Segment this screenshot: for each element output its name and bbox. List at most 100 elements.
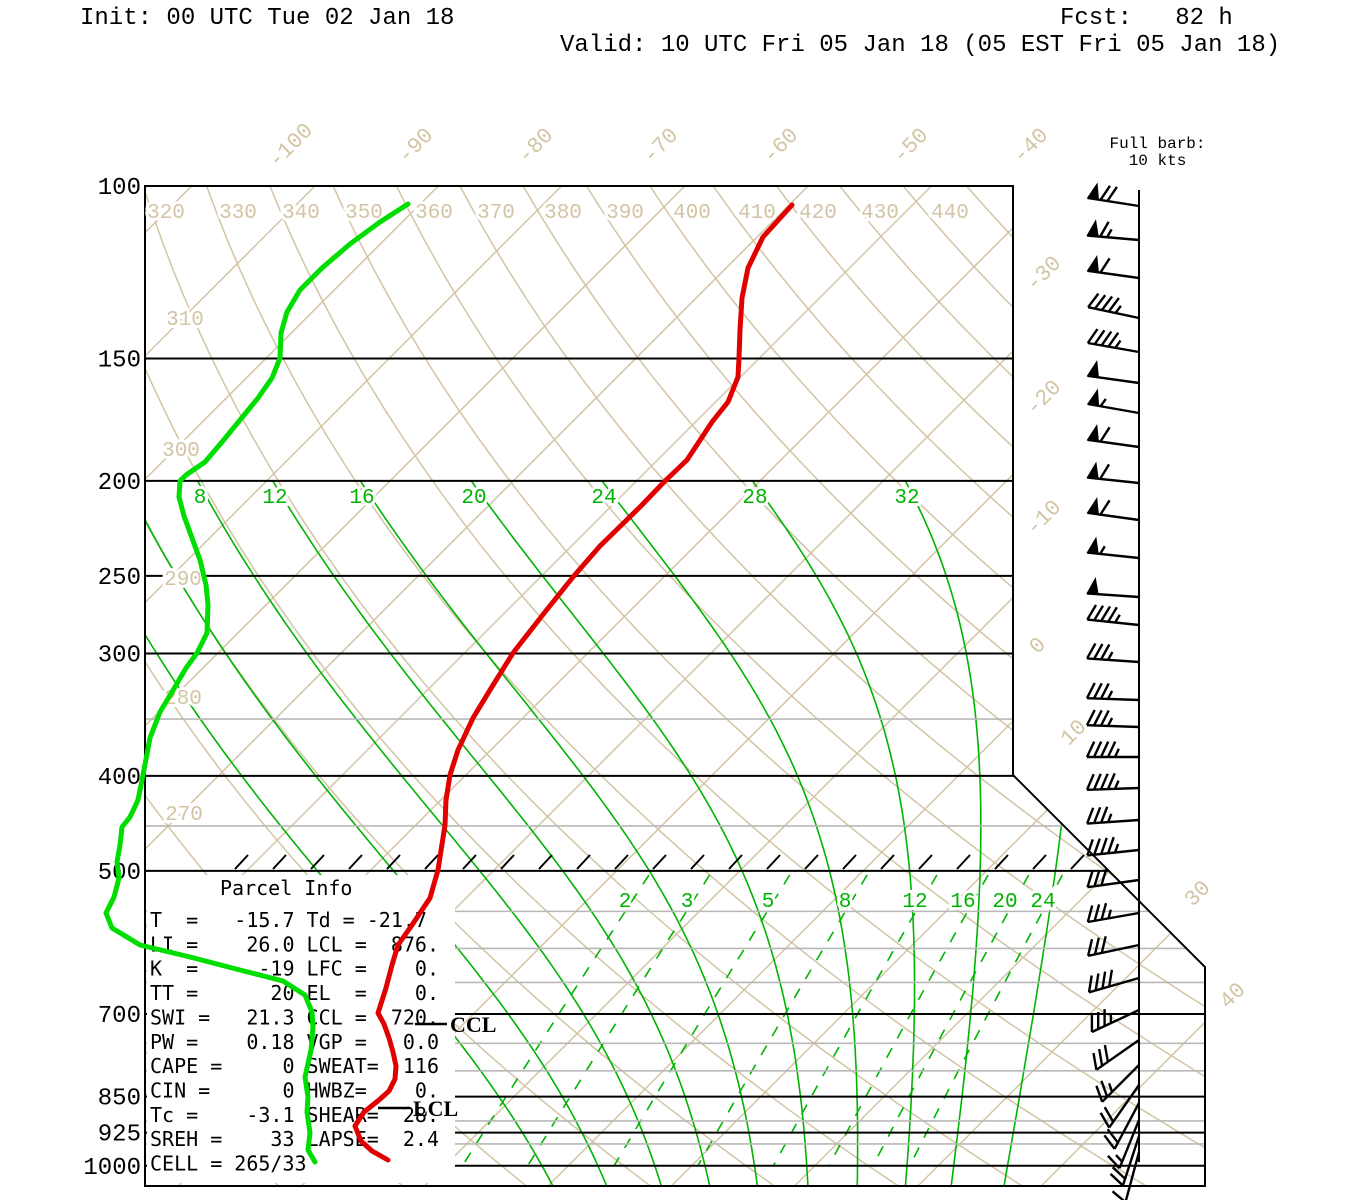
svg-text:300: 300	[162, 440, 200, 463]
wind-barb	[1086, 642, 1140, 664]
svg-text:16: 16	[349, 487, 374, 510]
wind-barb	[1086, 497, 1140, 522]
svg-text:20: 20	[992, 891, 1017, 914]
wind-barb	[1086, 388, 1140, 415]
temperature-curve	[352, 202, 795, 1163]
wind-barb	[1086, 536, 1140, 560]
parcel-info-row: CELL = 265/33	[150, 1152, 307, 1176]
svg-text:32: 32	[894, 487, 919, 510]
barb-legend-line1: Full barb:	[1109, 135, 1206, 153]
wind-barb	[1086, 902, 1140, 924]
svg-text:360: 360	[415, 202, 453, 225]
svg-text:-70: -70	[638, 123, 684, 169]
svg-text:16: 16	[950, 891, 975, 914]
pressure-label: 100	[98, 175, 141, 202]
pressure-label: 200	[98, 470, 141, 497]
wind-barb	[1085, 682, 1140, 702]
wind-barb	[1087, 969, 1140, 994]
wind-barb	[1086, 424, 1140, 449]
svg-text:24: 24	[591, 487, 616, 510]
svg-text:-40: -40	[1008, 123, 1054, 169]
wind-barb	[1086, 868, 1140, 889]
wind-barb	[1086, 182, 1140, 208]
svg-text:8: 8	[839, 891, 852, 914]
svg-text:28: 28	[742, 487, 767, 510]
wind-barb	[1085, 741, 1139, 759]
svg-text:10: 10	[1056, 715, 1092, 751]
pressure-label: 925	[98, 1122, 141, 1149]
parcel-info-box	[147, 875, 455, 1183]
svg-text:310: 310	[166, 309, 204, 332]
svg-text:410: 410	[738, 202, 776, 225]
pressure-label: 300	[98, 642, 141, 669]
svg-text:-90: -90	[393, 123, 439, 169]
wind-barb	[1086, 328, 1140, 354]
svg-text:3: 3	[681, 891, 694, 914]
svg-text:390: 390	[606, 202, 644, 225]
svg-text:290: 290	[164, 569, 202, 592]
wind-barb	[1111, 1151, 1141, 1200]
level-markers: CCL LCL	[378, 1012, 496, 1121]
wind-barb	[1085, 806, 1140, 825]
pressure-label: 250	[98, 565, 141, 592]
lcl-marker-label: LCL	[413, 1096, 458, 1121]
svg-text:12: 12	[902, 891, 927, 914]
parcel-info-row: SWI = 21.3 CCL = 720.	[150, 1005, 439, 1029]
svg-text:5: 5	[762, 891, 775, 914]
svg-text:400: 400	[673, 202, 711, 225]
header-valid: Valid: 10 UTC Fri 05 Jan 18 (05 EST Fri …	[560, 32, 1281, 59]
wind-barb	[1086, 255, 1140, 280]
moist-adiabat-labels: 8 12 16 20 24 28 32	[191, 484, 923, 513]
dry-adiabat-labels: 320 330 340 350 360 370 380 390 400 410 420 430 4403…	[144, 199, 972, 830]
500mb-hatch-marks	[234, 854, 1123, 870]
svg-text:-80: -80	[513, 123, 559, 169]
parcel-info-row: CAPE = 0 SWEAT= 116	[150, 1054, 439, 1078]
parcel-info-row: PW = 0.18 VGP = 0.0	[150, 1030, 439, 1054]
parcel-info-row: Tc = -3.1 SHEAR= 28.	[150, 1103, 439, 1127]
svg-text:-30: -30	[1021, 251, 1067, 297]
svg-text:-20: -20	[1021, 375, 1067, 421]
svg-text:380: 380	[544, 202, 582, 225]
svg-text:30: 30	[1180, 876, 1216, 912]
wind-barb	[1085, 772, 1140, 791]
wind-barb-column	[1085, 182, 1141, 1200]
wind-barb	[1107, 1119, 1141, 1170]
parcel-info-title: Parcel Info	[220, 876, 352, 900]
chart-boundary	[144, 185, 1206, 1187]
wind-barb	[1086, 936, 1140, 957]
svg-text:340: 340	[282, 202, 320, 225]
svg-text:420: 420	[799, 202, 837, 225]
header-init: Init: 00 UTC Tue 02 Jan 18	[80, 5, 455, 32]
pressure-label: 700	[98, 1003, 141, 1030]
wind-barb	[1099, 1084, 1140, 1129]
svg-text:12: 12	[262, 487, 287, 510]
svg-text:440: 440	[931, 202, 969, 225]
wind-barb	[1087, 292, 1140, 320]
wind-barb	[1095, 1064, 1140, 1103]
wind-barb	[1086, 577, 1140, 599]
svg-text:270: 270	[165, 804, 203, 827]
barb-legend-line2: 10 kts	[1128, 152, 1187, 170]
svg-text:2: 2	[619, 891, 632, 914]
svg-text:24: 24	[1030, 891, 1055, 914]
parcel-info-text: Parcel Info T = -15.7 Td = -21.7LI = 26.0…	[150, 876, 439, 1176]
ccl-marker-label: CCL	[450, 1012, 496, 1037]
moist-adiabat-lines	[145, 480, 1078, 1186]
svg-text:430: 430	[861, 202, 899, 225]
svg-text:0: 0	[1025, 633, 1052, 660]
svg-text:-100: -100	[264, 119, 319, 174]
wind-barb	[1090, 1008, 1140, 1034]
barb-legend: Full barb: 10 kts	[1095, 136, 1220, 170]
parcel-info-row: LI = 26.0 LCL = 876.	[150, 932, 439, 956]
wind-barb	[1086, 836, 1140, 857]
svg-text:20: 20	[461, 487, 486, 510]
pressure-label: 850	[98, 1086, 141, 1113]
wind-barb	[1092, 1039, 1140, 1071]
svg-text:-10: -10	[1021, 495, 1067, 541]
svg-text:320: 320	[147, 202, 185, 225]
mixing-ratio-labels: 2 3 5 8 12 16 20 24	[616, 888, 1059, 917]
svg-text:-60: -60	[758, 123, 804, 169]
